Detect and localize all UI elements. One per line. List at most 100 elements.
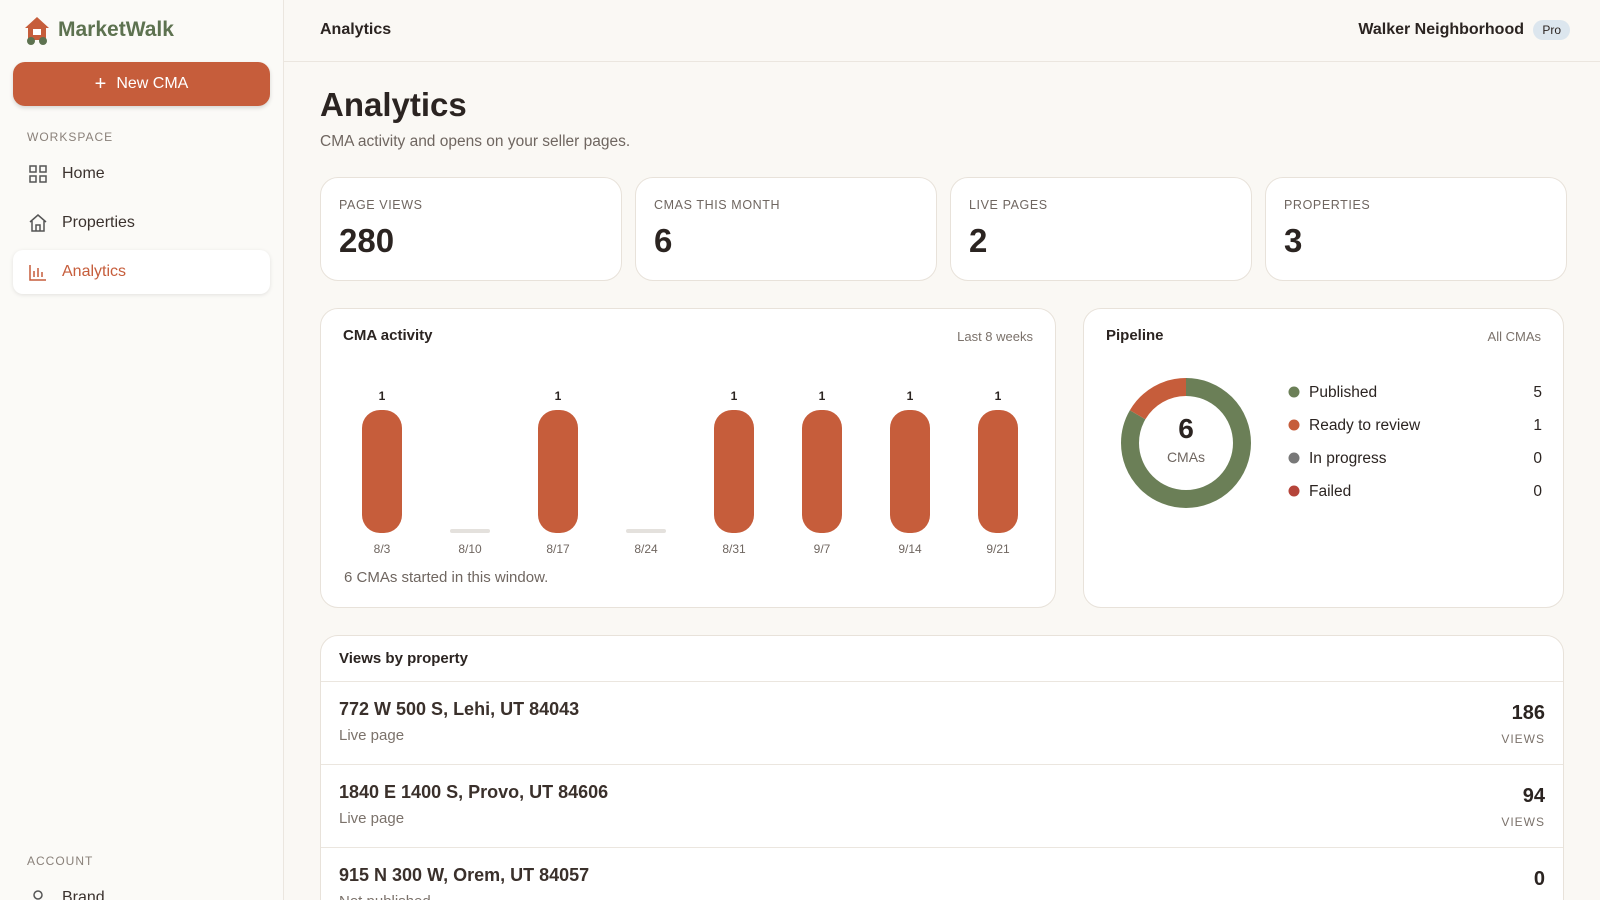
card-subtitle: All CMAs [1487,329,1541,344]
stat-label: PAGE VIEWS [339,198,423,212]
address: 1840 E 1400 S, Provo, UT 84606 [339,782,609,802]
x-tick-label: 8/31 [722,542,746,556]
value-label: 1 [731,389,738,403]
nav-item[interactable]: Brand [13,876,270,900]
legend-value: 1 [1533,417,1542,434]
chart-note: 6 CMAs started in this window. [344,569,549,586]
views-card: Views by property 772 W 500 S, Lehi, UT … [320,635,1564,900]
pipeline-card: Pipeline All CMAs Published 5 Ready to rev… [1083,308,1564,608]
address: 772 W 500 S, Lehi, UT 84043 [339,699,580,719]
donut-chart: Published 5 Ready to review 1 In progress 0 Fa… [1121,378,1542,508]
bar [714,410,754,533]
address: 915 N 300 W, Orem, UT 84057 [339,865,590,885]
x-tick-label: 8/10 [458,542,482,556]
donut-segment [1121,378,1251,508]
stat-card: PAGE VIEWS 280 [320,177,622,281]
x-tick-label: 8/17 [546,542,570,556]
brand-name: MarketWalk [58,18,174,41]
nav-label: Properties [62,214,135,231]
value-label: 1 [907,389,914,403]
property-row[interactable]: 915 N 300 W, Orem, UT 84057 Not published… [321,847,1563,900]
view-unit: VIEWS [1501,815,1545,829]
status: Live page [339,810,405,827]
view-unit: VIEWS [1501,898,1545,900]
view-unit: VIEWS [1501,732,1545,746]
stat-label: LIVE PAGES [969,198,1048,212]
plus-icon: + [94,72,107,95]
legend-dot [1288,386,1300,398]
legend-value: 0 [1533,450,1542,467]
status: Live page [339,727,405,744]
icon [33,890,43,900]
sidebar: MarketWalk + New CMA WORKSPACE Home Prope… [0,0,284,900]
icon [29,265,46,281]
nav-item[interactable]: Home [13,152,270,196]
bar [450,529,490,533]
x-tick-label: 9/14 [898,542,922,556]
bar [362,410,402,533]
bar [626,529,666,533]
card-title: Pipeline [1106,327,1164,344]
nav-label: Home [62,165,105,182]
stat-card: LIVE PAGES 2 [950,177,1252,281]
legend-value: 5 [1533,384,1542,401]
view-count: 94 [1522,785,1545,807]
view-count: 186 [1511,702,1545,724]
legend-label: In progress [1309,450,1387,467]
legend-value: 0 [1533,483,1542,500]
property-row[interactable]: 772 W 500 S, Lehi, UT 84043 Live page 186 V… [321,681,1563,765]
value-label: 1 [555,389,562,403]
icon [29,214,47,232]
bar [538,410,578,533]
topbar-title: Analytics [320,21,392,38]
button-label: New CMA [116,75,189,92]
workspace-name[interactable]: Walker Neighborhood [1358,21,1524,38]
view-count: 0 [1533,868,1545,890]
new-cma-button[interactable]: + New CMA [13,62,270,106]
legend-dot [1288,485,1300,497]
plan-badge: Pro [1533,20,1570,40]
x-tick-label: 8/3 [374,542,391,556]
status: Not published [339,893,431,900]
stat-label: PROPERTIES [1284,198,1371,212]
bar [978,410,1018,533]
donut-label: CMAs [1167,449,1205,465]
stat-value: 6 [654,222,673,259]
donut-total: 6 [1178,413,1194,444]
value-label: 1 [379,389,386,403]
nav-item[interactable]: Analytics [13,250,270,294]
bar [802,410,842,533]
x-tick-label: 9/7 [814,542,831,556]
nav-item[interactable]: Properties [13,201,270,245]
icon [29,165,47,183]
value-label: 1 [995,389,1002,403]
stat-card: CMAS THIS MONTH 6 [635,177,937,281]
bar-chart: 1 8/3 8/10 1 8/17 8/24 1 8/31 1 9/7 1 9/14 1 9/21 [362,389,1018,556]
card-subtitle: Last 8 weeks [957,329,1033,344]
stat-value: 280 [339,222,395,259]
section-label: WORKSPACE [27,130,114,144]
logo [25,17,49,45]
page-title: Analytics [320,86,467,123]
legend-dot [1288,452,1300,464]
bar [890,410,930,533]
legend-dot [1288,419,1300,431]
card-title: CMA activity [343,327,433,344]
x-tick-label: 8/24 [634,542,658,556]
property-row[interactable]: 1840 E 1400 S, Provo, UT 84606 Live page 9… [321,764,1563,848]
nav-label: Brand [62,889,105,900]
stat-label: CMAS THIS MONTH [654,198,781,212]
legend-label: Ready to review [1309,417,1421,434]
nav-label: Analytics [62,263,127,280]
stat-card: PROPERTIES 3 [1265,177,1567,281]
topbar: Analytics Walker Neighborhood Pro [284,0,1600,62]
x-tick-label: 9/21 [986,542,1010,556]
legend-label: Failed [1309,483,1351,500]
stat-value: 3 [1284,222,1303,259]
stat-value: 2 [969,222,988,259]
page-subtitle: CMA activity and opens on your seller pa… [320,133,631,150]
activity-card: CMA activity Last 8 weeks 1 8/3 8/10 1 8/17 8… [320,308,1056,608]
brand[interactable]: MarketWalk [22,14,174,46]
value-label: 1 [819,389,826,403]
